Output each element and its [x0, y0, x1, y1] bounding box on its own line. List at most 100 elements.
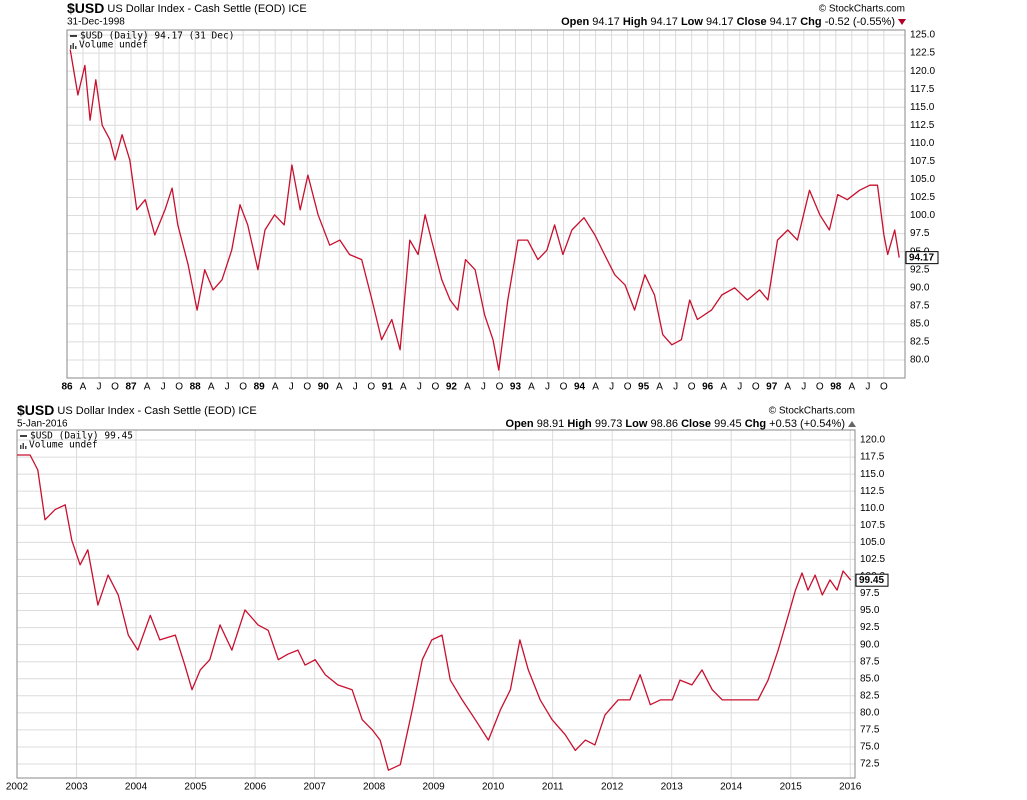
quote-label: High — [567, 418, 592, 430]
last-value-box — [905, 251, 939, 265]
y-tick-label: 75.0 — [860, 742, 880, 753]
x-tick-label: J — [417, 382, 422, 393]
y-tick-label: 122.5 — [910, 48, 935, 59]
x-tick-label: J — [865, 382, 870, 393]
volume-label: Volume undef — [79, 40, 148, 51]
watermark: © StockCharts.com — [819, 4, 905, 15]
x-tick-label: O — [752, 382, 760, 393]
y-tick-label: 80.0 — [910, 355, 930, 366]
quote: Open 94.17 High 94.17 Low 94.17 Close 94… — [561, 16, 895, 28]
y-tick-label: 82.5 — [860, 690, 880, 701]
quote-value: 94.17 — [706, 16, 734, 28]
x-tick-label: 93 — [510, 382, 522, 393]
watermark: © StockCharts.com — [769, 406, 855, 417]
x-tick-label: 2016 — [839, 782, 862, 793]
x-tick-label: A — [336, 382, 343, 393]
x-tick-label: O — [239, 382, 247, 393]
x-tick-label: 2004 — [125, 782, 148, 793]
last-value-box — [855, 573, 889, 587]
down-arrow — [898, 19, 906, 25]
y-tick-label: 92.5 — [860, 622, 880, 633]
subtitle: US Dollar Index - Cash Settle (EOD) — [57, 405, 235, 417]
title-line: $USD US Dollar Index - Cash Settle (EOD)… — [67, 0, 307, 16]
y-tick-label: 120.0 — [910, 66, 935, 77]
y-tick-label: 92.5 — [910, 264, 930, 275]
quote-value: 98.86 — [650, 418, 678, 430]
quote-label: Low — [625, 418, 647, 430]
x-tick-label: J — [353, 382, 358, 393]
x-tick-label: A — [528, 382, 535, 393]
x-tick-label: 97 — [766, 382, 778, 393]
y-tick-label: 117.5 — [910, 84, 935, 95]
x-tick-label: 2006 — [244, 782, 267, 793]
y-tick-label: 72.5 — [860, 759, 880, 770]
x-tick-label: J — [481, 382, 486, 393]
y-tick-label: 112.5 — [910, 120, 935, 131]
x-tick-label: 94 — [574, 382, 586, 393]
date: 31-Dec-1998 — [67, 17, 125, 28]
y-tick-label: 97.5 — [860, 588, 880, 599]
x-tick-label: 2003 — [65, 782, 88, 793]
x-tick-label: J — [609, 382, 614, 393]
y-tick-label: 110.0 — [860, 503, 885, 514]
x-tick-label: 2011 — [542, 782, 564, 793]
x-tick-label: J — [737, 382, 742, 393]
quote-value: 94.17 — [650, 16, 678, 28]
y-tick-label: 125.0 — [910, 30, 935, 41]
quote-label: Chg — [745, 418, 766, 430]
x-tick-label: 88 — [190, 382, 202, 393]
quote-value: +0.53 (+0.54%) — [769, 418, 845, 430]
x-tick-label: A — [272, 382, 279, 393]
y-tick-label: 117.5 — [860, 452, 885, 463]
price-line — [69, 49, 900, 371]
x-tick-label: 90 — [318, 382, 330, 393]
x-tick-label: 2008 — [363, 782, 386, 793]
x-tick-label: J — [673, 382, 678, 393]
x-tick-label: O — [816, 382, 824, 393]
volume-icon — [20, 443, 27, 449]
date: 5-Jan-2016 — [17, 419, 68, 430]
x-tick-label: O — [496, 382, 504, 393]
x-tick-label: O — [880, 382, 888, 393]
x-tick-label: O — [431, 382, 439, 393]
symbol: $USD — [17, 402, 54, 418]
x-tick-label: 95 — [638, 382, 650, 393]
x-tick-label: 2009 — [422, 782, 445, 793]
y-tick-label: 80.0 — [860, 708, 880, 719]
y-tick-label: 100.0 — [910, 210, 935, 221]
x-tick-label: O — [367, 382, 375, 393]
x-tick-label: O — [688, 382, 696, 393]
x-tick-label: 92 — [446, 382, 458, 393]
x-tick-label: O — [560, 382, 568, 393]
x-tick-label: A — [656, 382, 663, 393]
y-tick-label: 102.5 — [860, 554, 885, 565]
quote-label: Chg — [800, 16, 821, 28]
y-tick-label: 97.5 — [910, 228, 930, 239]
x-tick-label: 2010 — [482, 782, 505, 793]
x-tick-label: 96 — [702, 382, 714, 393]
y-tick-label: 110.0 — [910, 138, 935, 149]
x-tick-label: 2015 — [780, 782, 803, 793]
quote-label: Low — [681, 16, 703, 28]
y-tick-label: 95.0 — [860, 605, 880, 616]
x-tick-label: A — [720, 382, 727, 393]
quote-label: Close — [681, 418, 711, 430]
y-tick-label: 107.5 — [910, 156, 935, 167]
y-tick-label: 115.0 — [860, 469, 885, 480]
x-tick-label: 98 — [830, 382, 842, 393]
title-line: $USD US Dollar Index - Cash Settle (EOD)… — [17, 402, 257, 418]
quote-value: 99.45 — [714, 418, 742, 430]
x-tick-label: A — [80, 382, 87, 393]
x-tick-label: A — [144, 382, 151, 393]
y-tick-label: 82.5 — [910, 337, 930, 348]
subtitle: US Dollar Index - Cash Settle (EOD) — [107, 3, 285, 15]
exchange: ICE — [238, 405, 256, 417]
symbol: $USD — [67, 0, 104, 16]
y-tick-label: 120.0 — [860, 435, 885, 446]
quote-value: 99.73 — [595, 418, 623, 430]
x-tick-label: O — [111, 382, 119, 393]
x-tick-label: 2014 — [720, 782, 743, 793]
x-tick-label: A — [784, 382, 791, 393]
quote-label: Open — [561, 16, 589, 28]
